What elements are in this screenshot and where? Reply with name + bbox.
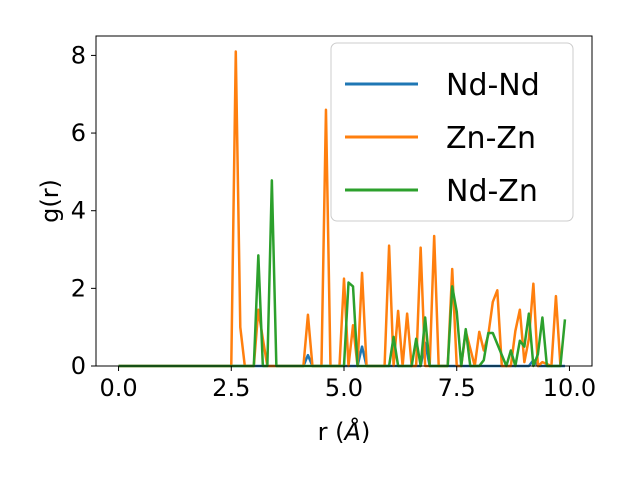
x-axis-label: r (Å): [318, 417, 371, 446]
x-tick-label: 2.5: [212, 374, 250, 402]
x-axis-label-unit: Å: [343, 417, 361, 446]
y-tick-label: 2: [71, 274, 86, 302]
legend-label-nd-zn: Nd-Zn: [446, 174, 538, 209]
y-ticks: 0 2 4 6 8: [71, 41, 96, 380]
y-tick-label: 6: [71, 119, 86, 147]
y-tick-label: 4: [71, 197, 86, 225]
x-axis-label-prefix: r (: [318, 418, 345, 446]
legend-label-nd-nd: Nd-Nd: [446, 68, 540, 103]
x-tick-label: 0.0: [99, 374, 137, 402]
y-tick-label: 0: [71, 352, 86, 380]
x-axis-label-suffix: ): [361, 418, 370, 446]
legend-label-zn-zn: Zn-Zn: [446, 121, 536, 156]
x-tick-label: 7.5: [438, 374, 476, 402]
legend-box: [330, 42, 574, 222]
y-tick-label: 8: [71, 41, 86, 69]
x-ticks: 0.0 2.5 5.0 7.5 10.0: [99, 366, 596, 402]
y-axis-label: g(r): [36, 179, 64, 223]
x-tick-label: 10.0: [543, 374, 596, 402]
legend: Nd-Nd Zn-Zn Nd-Zn: [330, 42, 574, 222]
x-tick-label: 5.0: [325, 374, 363, 402]
